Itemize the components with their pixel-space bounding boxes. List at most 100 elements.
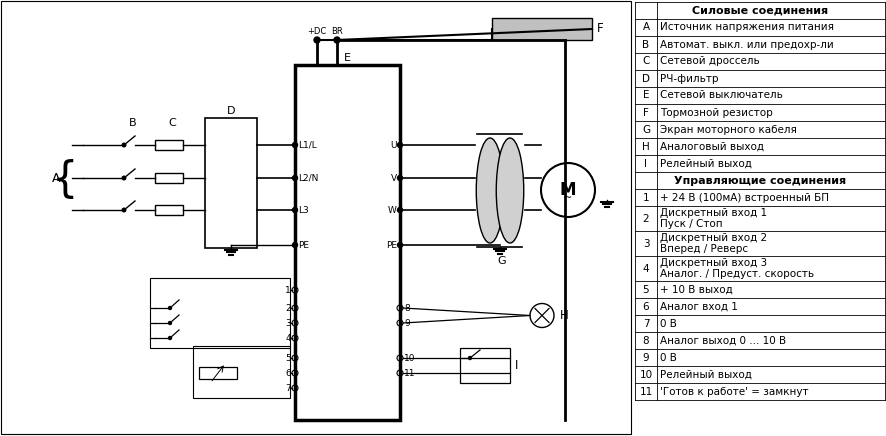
Text: E: E [344,53,351,63]
Text: 11: 11 [404,368,416,378]
Text: 4: 4 [285,334,291,343]
Text: 8: 8 [642,335,649,345]
Bar [295,65,400,420]
Circle shape [292,242,298,248]
Text: ~: ~ [563,193,572,203]
Text: L1/L: L1/L [298,140,317,150]
Circle shape [398,143,402,147]
Bar [492,18,592,40]
Circle shape [122,208,126,212]
Text: Силовые соединения: Силовые соединения [692,6,828,16]
Circle shape [398,242,402,248]
Text: PE: PE [386,241,397,249]
Bar [155,173,183,183]
Text: BR: BR [331,27,343,36]
Circle shape [398,176,402,181]
Text: 9: 9 [404,319,409,327]
Text: Дискретный вход 1
Пуск / Стоп: Дискретный вход 1 Пуск / Стоп [660,208,767,229]
Text: 3: 3 [642,238,649,249]
Text: 10: 10 [640,369,653,379]
Text: F: F [643,108,649,117]
Text: 7: 7 [285,384,291,392]
Text: 7: 7 [642,319,649,328]
Text: 6: 6 [642,302,649,311]
Text: A: A [51,171,60,184]
Text: 3: 3 [285,319,291,327]
Text: Сетевой дроссель: Сетевой дроссель [660,57,760,67]
Circle shape [168,321,172,324]
Ellipse shape [477,138,504,243]
Text: Дискретный вход 2
Вперед / Реверс: Дискретный вход 2 Вперед / Реверс [660,233,767,254]
Text: U: U [391,140,397,150]
Circle shape [398,208,402,212]
Text: Аналог выход 0 ... 10 В: Аналог выход 0 ... 10 В [660,335,786,345]
Bar [155,205,183,215]
Text: Релейный выход: Релейный выход [660,369,752,379]
Bar [155,140,183,150]
Bar [193,346,290,398]
Text: PE: PE [298,241,309,249]
Bar [150,278,290,348]
Text: + 24 В (100мА) встроенный БП: + 24 В (100мА) встроенный БП [660,193,829,202]
Text: 'Готов к работе' = замкнут: 'Готов к работе' = замкнут [660,386,809,396]
Text: Тормозной резистор: Тормозной резистор [660,108,773,117]
Text: + 10 В выход: + 10 В выход [660,285,733,294]
Text: W: W [388,205,397,215]
Circle shape [292,208,298,212]
Circle shape [168,307,172,310]
Bar [199,367,237,379]
Text: 2: 2 [285,303,291,313]
Text: C: C [168,118,176,128]
Text: I: I [644,159,648,168]
Text: B: B [642,40,649,50]
Text: Сетевой выключатель: Сетевой выключатель [660,91,783,101]
Text: 9: 9 [642,352,649,362]
Text: C: C [642,57,649,67]
Bar [460,348,510,383]
Text: 5: 5 [642,285,649,294]
Text: {: { [51,159,78,201]
Text: M: M [560,181,576,199]
Text: 2: 2 [642,214,649,224]
Text: РЧ-фильтр: РЧ-фильтр [660,74,719,84]
Text: Источник напряжения питания: Источник напряжения питания [660,23,834,33]
Text: D: D [642,74,650,84]
Text: Аналоговый выход: Аналоговый выход [660,142,764,151]
Text: Дискретный вход 3
Аналог. / Предуст. скорость: Дискретный вход 3 Аналог. / Предуст. ско… [660,258,814,279]
Text: I: I [515,359,518,372]
Text: Экран моторного кабеля: Экран моторного кабеля [660,125,797,134]
Text: 0 В: 0 В [660,352,677,362]
Text: 1: 1 [642,193,649,202]
Text: 11: 11 [640,386,653,396]
Text: Управляющие соединения: Управляющие соединения [674,176,846,185]
Text: 8: 8 [404,303,409,313]
Text: G: G [498,256,506,266]
Circle shape [122,143,126,147]
Text: Автомат. выкл. или предохр-ли: Автомат. выкл. или предохр-ли [660,40,834,50]
Circle shape [292,143,298,147]
Circle shape [168,337,172,340]
Text: 10: 10 [404,354,416,362]
Text: D: D [227,106,236,116]
Text: G: G [642,125,650,134]
Text: V: V [391,174,397,183]
Text: 0 В: 0 В [660,319,677,328]
Text: 4: 4 [642,263,649,273]
Circle shape [314,37,320,43]
Text: L3: L3 [298,205,308,215]
Text: A: A [642,23,649,33]
Text: F: F [597,23,603,35]
Circle shape [122,176,126,180]
Circle shape [334,37,340,43]
Text: 6: 6 [285,368,291,378]
Text: 5: 5 [285,354,291,362]
Bar [1,1,631,434]
Text: H: H [642,142,649,151]
Bar [205,118,257,248]
Text: Релейный выход: Релейный выход [660,159,752,168]
Text: E: E [642,91,649,101]
Circle shape [292,176,298,181]
Text: Аналог вход 1: Аналог вход 1 [660,302,738,311]
Ellipse shape [496,138,524,243]
Text: L2/N: L2/N [298,174,318,183]
